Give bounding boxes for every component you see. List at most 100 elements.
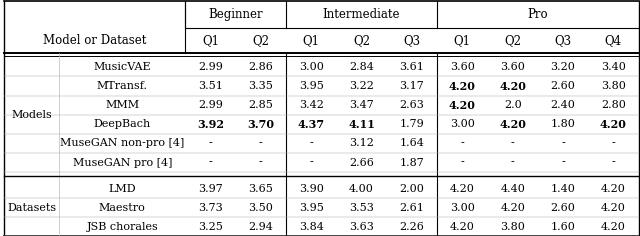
Text: 3.40: 3.40: [601, 62, 626, 72]
Text: 3.50: 3.50: [248, 203, 273, 213]
Text: 3.51: 3.51: [198, 81, 223, 91]
Text: 3.70: 3.70: [247, 119, 275, 130]
Text: 3.61: 3.61: [399, 62, 424, 72]
Text: 4.20: 4.20: [601, 203, 626, 213]
Text: 4.20: 4.20: [601, 184, 626, 194]
Text: Datasets: Datasets: [8, 203, 56, 213]
Text: MusicVAE: MusicVAE: [93, 62, 151, 72]
Text: 4.00: 4.00: [349, 184, 374, 194]
Text: Q2: Q2: [353, 34, 370, 47]
Text: 2.63: 2.63: [399, 100, 424, 110]
Text: JSB chorales: JSB chorales: [86, 222, 158, 232]
Text: -: -: [561, 158, 565, 168]
Text: MTransf.: MTransf.: [97, 81, 148, 91]
Text: -: -: [259, 158, 263, 168]
Text: MuseGAN pro [4]: MuseGAN pro [4]: [72, 158, 172, 168]
Text: 2.0: 2.0: [504, 100, 522, 110]
Text: -: -: [511, 139, 515, 148]
Text: Pro: Pro: [527, 8, 548, 21]
Text: -: -: [309, 139, 313, 148]
Text: Q1: Q1: [202, 34, 219, 47]
Text: 4.20: 4.20: [449, 80, 476, 92]
Text: 3.17: 3.17: [399, 81, 424, 91]
Text: 3.35: 3.35: [248, 81, 273, 91]
Text: 3.25: 3.25: [198, 222, 223, 232]
Text: 4.20: 4.20: [600, 119, 627, 130]
Text: 1.64: 1.64: [399, 139, 424, 148]
Text: 4.20: 4.20: [450, 184, 475, 194]
Text: 3.63: 3.63: [349, 222, 374, 232]
Text: -: -: [209, 139, 212, 148]
Text: -: -: [561, 139, 565, 148]
Text: 3.00: 3.00: [299, 62, 324, 72]
Text: 3.65: 3.65: [248, 184, 273, 194]
Text: 3.60: 3.60: [500, 62, 525, 72]
Text: 4.20: 4.20: [449, 100, 476, 111]
Text: -: -: [612, 158, 615, 168]
Text: Beginner: Beginner: [209, 8, 263, 21]
Text: 3.84: 3.84: [299, 222, 324, 232]
Text: 4.40: 4.40: [500, 184, 525, 194]
Text: 4.20: 4.20: [601, 222, 626, 232]
Text: Q1: Q1: [454, 34, 471, 47]
Text: -: -: [259, 139, 263, 148]
Text: 2.86: 2.86: [248, 62, 273, 72]
Text: 2.84: 2.84: [349, 62, 374, 72]
Text: Q4: Q4: [605, 34, 622, 47]
Text: 2.00: 2.00: [399, 184, 424, 194]
Text: 3.53: 3.53: [349, 203, 374, 213]
Text: 3.80: 3.80: [601, 81, 626, 91]
Text: 3.60: 3.60: [450, 62, 475, 72]
Text: -: -: [309, 158, 313, 168]
Text: 3.97: 3.97: [198, 184, 223, 194]
Text: 2.60: 2.60: [550, 203, 575, 213]
Text: Maestro: Maestro: [99, 203, 146, 213]
Text: -: -: [612, 139, 615, 148]
Text: Q2: Q2: [504, 34, 521, 47]
Text: 3.20: 3.20: [550, 62, 575, 72]
Text: 3.73: 3.73: [198, 203, 223, 213]
Text: 4.11: 4.11: [348, 119, 375, 130]
Text: 4.20: 4.20: [499, 80, 526, 92]
Text: 2.99: 2.99: [198, 62, 223, 72]
Text: Q1: Q1: [303, 34, 320, 47]
Text: 2.26: 2.26: [399, 222, 424, 232]
Text: LMD: LMD: [109, 184, 136, 194]
Text: 2.60: 2.60: [550, 81, 575, 91]
Text: Q3: Q3: [554, 34, 572, 47]
Text: Model or Dataset: Model or Dataset: [44, 34, 147, 47]
Text: -: -: [460, 139, 464, 148]
Text: 4.20: 4.20: [499, 119, 526, 130]
Text: 2.94: 2.94: [248, 222, 273, 232]
Text: MuseGAN non-pro [4]: MuseGAN non-pro [4]: [60, 139, 184, 148]
Text: 2.61: 2.61: [399, 203, 424, 213]
Text: 4.20: 4.20: [500, 203, 525, 213]
Text: 3.42: 3.42: [299, 100, 324, 110]
Text: 1.87: 1.87: [399, 158, 424, 168]
Text: 4.37: 4.37: [298, 119, 324, 130]
Text: 3.00: 3.00: [450, 203, 475, 213]
Text: 3.00: 3.00: [450, 119, 475, 129]
Text: 2.99: 2.99: [198, 100, 223, 110]
Text: -: -: [209, 158, 212, 168]
Text: 2.40: 2.40: [550, 100, 575, 110]
Text: 1.79: 1.79: [399, 119, 424, 129]
Text: 3.95: 3.95: [299, 81, 324, 91]
Text: Intermediate: Intermediate: [323, 8, 401, 21]
Text: 2.80: 2.80: [601, 100, 626, 110]
Text: 3.12: 3.12: [349, 139, 374, 148]
Text: DeepBach: DeepBach: [93, 119, 151, 129]
Text: Q3: Q3: [403, 34, 420, 47]
Text: MMM: MMM: [105, 100, 140, 110]
Text: 3.80: 3.80: [500, 222, 525, 232]
Text: Q2: Q2: [252, 34, 269, 47]
Text: 1.40: 1.40: [550, 184, 575, 194]
Text: 1.80: 1.80: [550, 119, 575, 129]
Text: 3.95: 3.95: [299, 203, 324, 213]
Text: 2.85: 2.85: [248, 100, 273, 110]
Text: Models: Models: [12, 110, 52, 120]
Text: 2.66: 2.66: [349, 158, 374, 168]
Text: -: -: [460, 158, 464, 168]
Text: 3.92: 3.92: [197, 119, 224, 130]
Text: 4.20: 4.20: [450, 222, 475, 232]
